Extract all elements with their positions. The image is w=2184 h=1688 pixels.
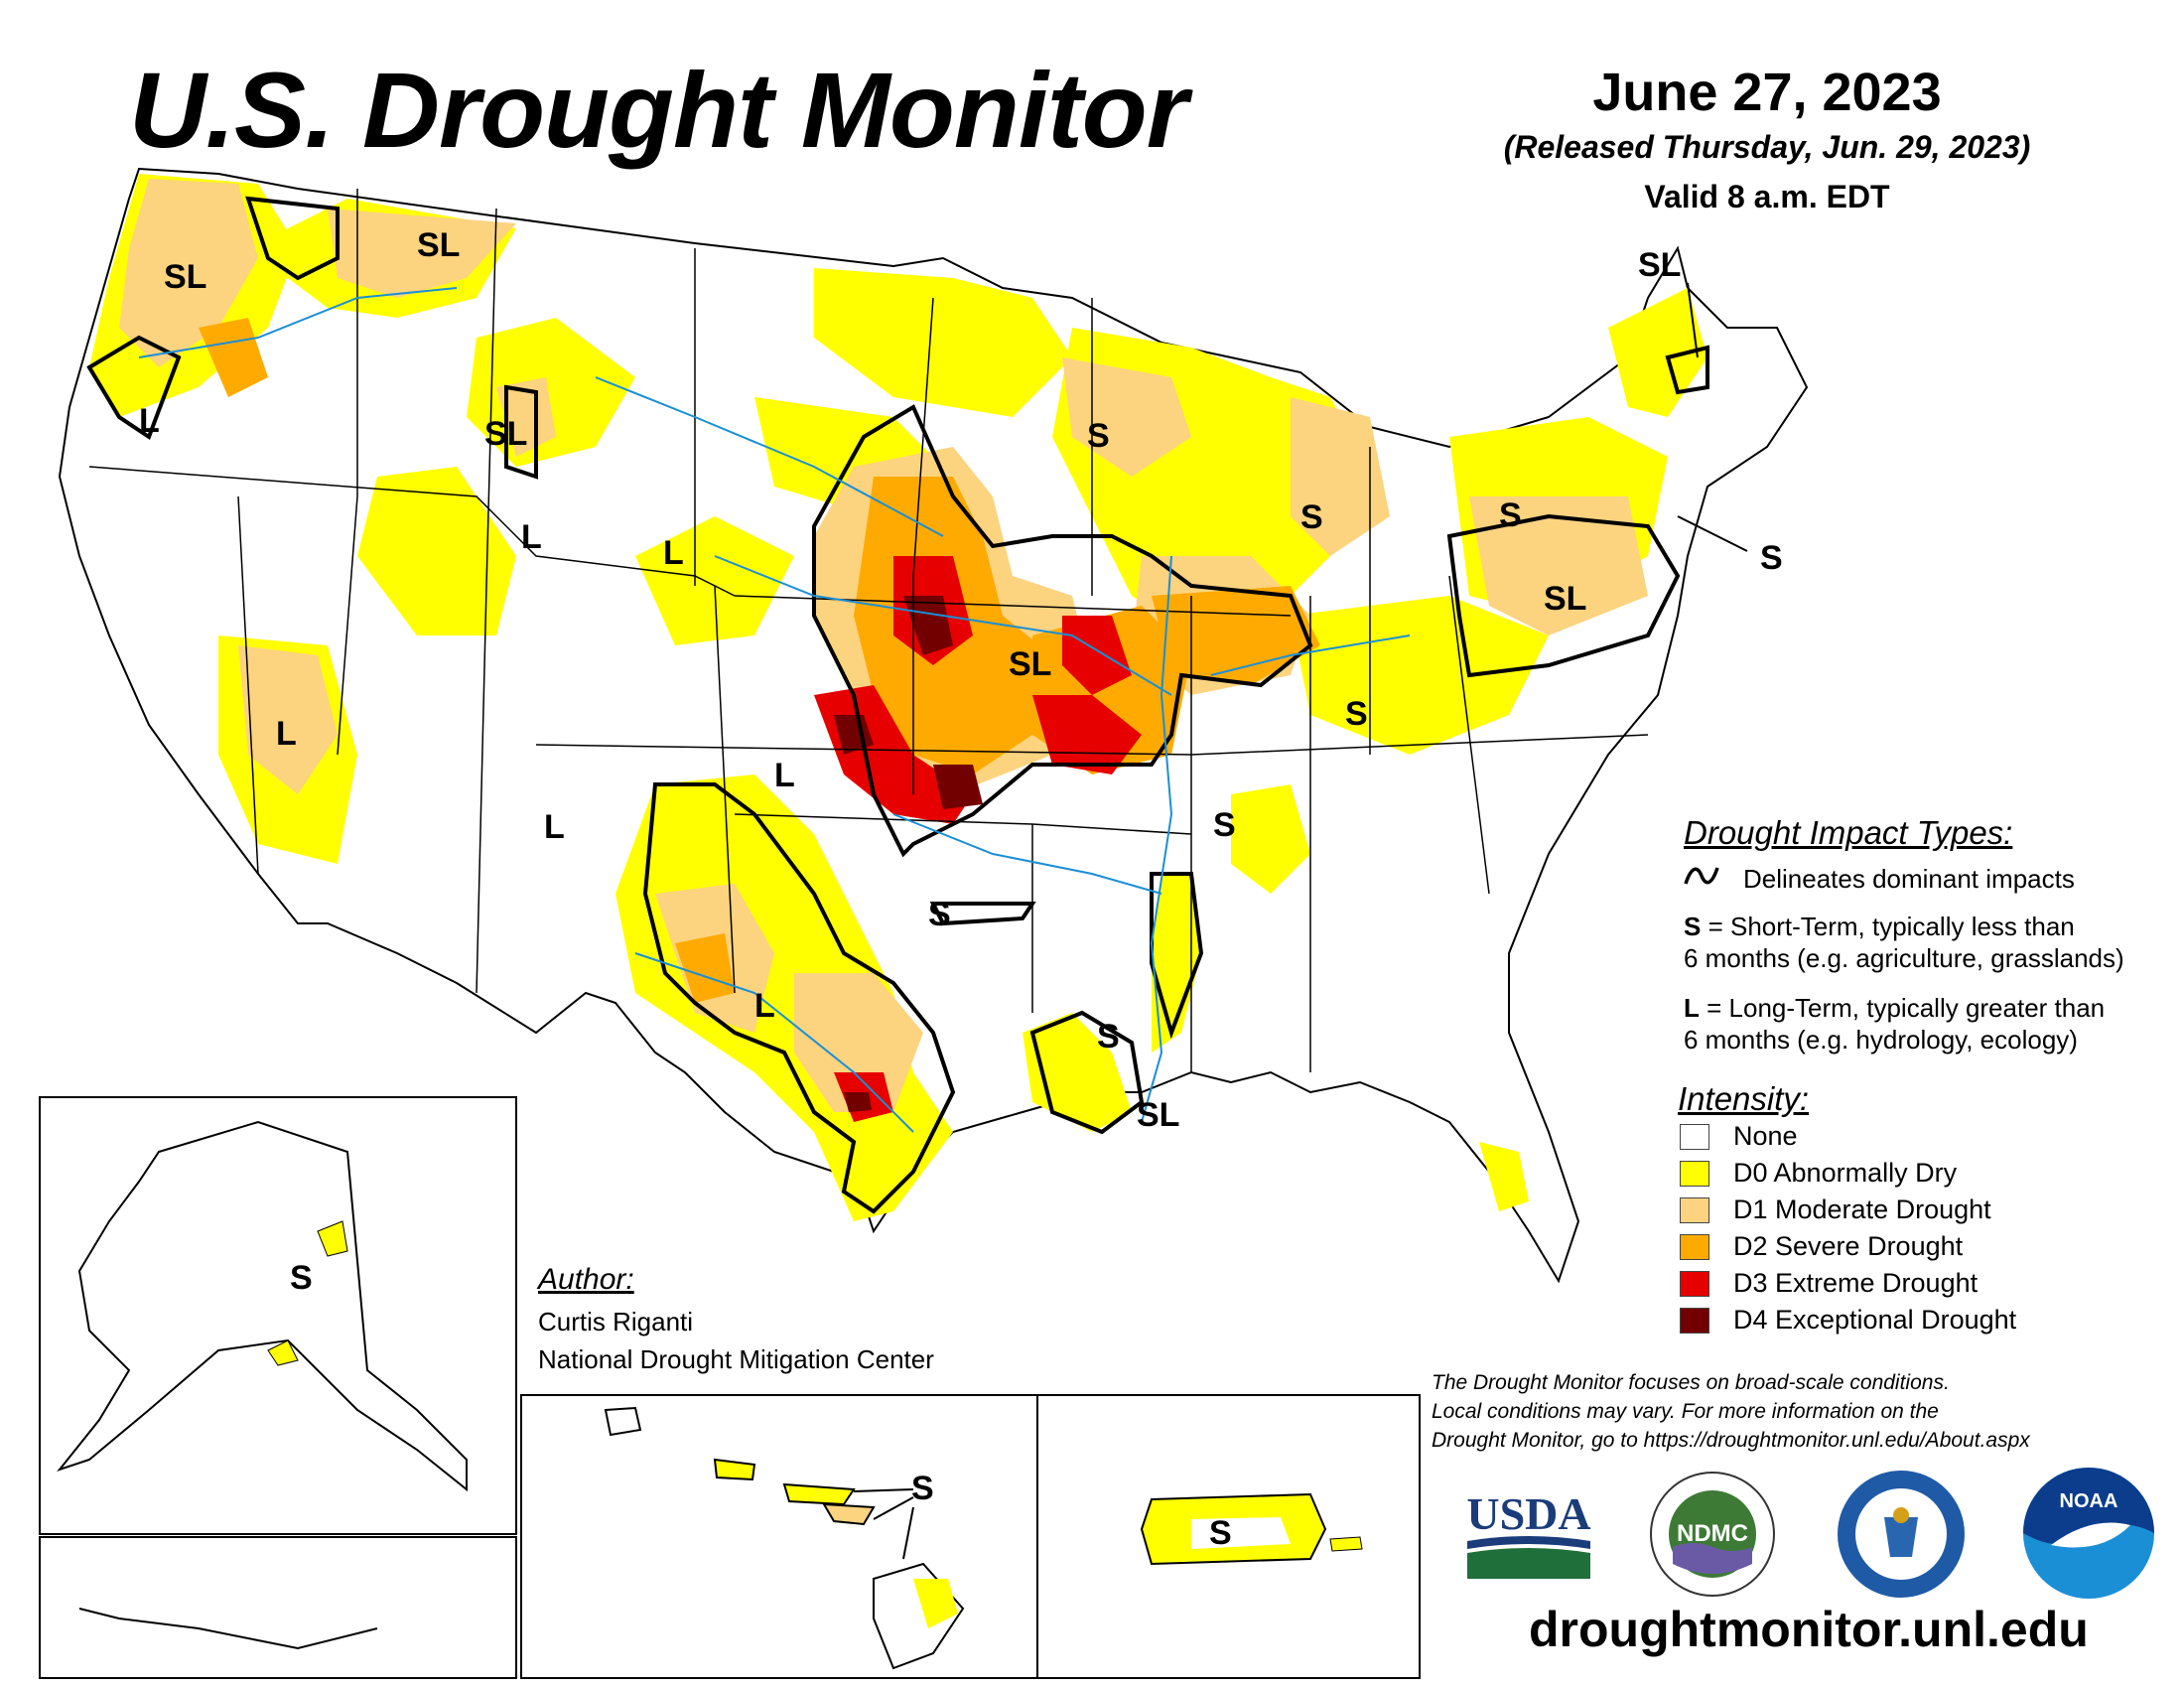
label-wy-l1: L xyxy=(521,518,542,556)
legend-short-term: S = Short-Term, typically less than xyxy=(1684,912,2075,942)
disclaimer: The Drought Monitor focuses on broad-sca… xyxy=(1432,1368,2184,1455)
author-name: Curtis Riganti xyxy=(538,1307,694,1336)
noaa-logo-text: NOAA xyxy=(2060,1490,2118,1512)
legend-label-0: None xyxy=(1733,1121,1798,1151)
usda-logo-text: USDA xyxy=(1466,1488,1590,1539)
legend-label-4: D3 Extreme Drought xyxy=(1733,1268,1979,1298)
legend-label-2: D1 Moderate Drought xyxy=(1733,1195,1991,1224)
page-title: U.S. Drought Monitor xyxy=(129,50,1188,170)
author-org: National Drought Mitigation Center xyxy=(538,1344,934,1374)
legend-s-key: S xyxy=(1684,912,1702,941)
rivers xyxy=(138,287,1411,1133)
legend-swatch-5 xyxy=(1680,1308,1709,1334)
valid-time: Valid 8 a.m. EDT xyxy=(1644,179,1890,214)
label-ok-s: S xyxy=(928,896,951,933)
legend-label-1: D0 Abnormally Dry xyxy=(1733,1158,1958,1188)
legend-swatch-0 xyxy=(1680,1124,1709,1150)
legend-intensity-title: Intensity: xyxy=(1678,1080,1810,1117)
label-or-l: L xyxy=(139,402,160,440)
label-ny-s: S xyxy=(1499,496,1522,534)
hawaii-inset xyxy=(520,1394,1038,1679)
legend-short-term-2: 6 months (e.g. agriculture, grasslands) xyxy=(1684,943,2124,973)
legend-long-term-2: 6 months (e.g. hydrology, ecology) xyxy=(1684,1025,2078,1055)
label-in-s: S xyxy=(1345,695,1368,733)
alaska-outline xyxy=(57,1120,468,1492)
legend-long-term: L = Long-Term, typically greater than xyxy=(1684,993,2105,1024)
legend-impact-title: Drought Impact Types: xyxy=(1684,814,2013,851)
state-borders xyxy=(88,189,1649,1072)
department-of-commerce-seal xyxy=(1838,1471,1965,1598)
author-heading: Author: xyxy=(538,1263,634,1296)
label-tx-l: L xyxy=(754,987,775,1025)
legend-l-text: = Long-Term, typically greater than xyxy=(1699,993,2106,1023)
label-maine-sl: SL xyxy=(1638,246,1681,284)
ndmc-logo: NDMC xyxy=(1650,1472,1775,1597)
label-mt-sl: SL xyxy=(417,226,460,264)
label-ks-l: L xyxy=(774,757,795,794)
label-ar-s: S xyxy=(1213,806,1236,844)
label-mi-s: S xyxy=(1300,498,1323,536)
legend-swatch-3 xyxy=(1680,1234,1709,1260)
legend-swatch-2 xyxy=(1680,1197,1709,1223)
map-date: June 27, 2023 xyxy=(1592,63,1942,122)
label-la-sl: SL xyxy=(1137,1096,1179,1134)
label-wy-l2: L xyxy=(663,534,684,572)
legend-label-3: D2 Severe Drought xyxy=(1733,1231,1964,1261)
legend-label-5: D4 Exceptional Drought xyxy=(1733,1305,2017,1335)
label-ak-s: S xyxy=(290,1259,313,1297)
disclaimer-line-3: Drought Monitor, go to https://droughtmo… xyxy=(1432,1429,2030,1452)
ndmc-logo-text: NDMC xyxy=(1677,1520,1748,1547)
label-ne-coast-s: S xyxy=(1760,539,1783,577)
site-url[interactable]: droughtmonitor.unl.edu xyxy=(1529,1602,2089,1657)
legend-l-key: L xyxy=(1684,993,1700,1023)
legend-swatch-1 xyxy=(1680,1161,1709,1187)
label-pr-s: S xyxy=(1209,1514,1232,1552)
disclaimer-line-1: The Drought Monitor focuses on broad-sca… xyxy=(1432,1371,1950,1394)
disclaimer-line-2: Local conditions may vary. For more info… xyxy=(1432,1400,1939,1423)
label-wa-sl: SL xyxy=(164,258,206,296)
legend-swatch-4 xyxy=(1680,1271,1709,1297)
release-date: (Released Thursday, Jun. 29, 2023) xyxy=(1503,129,2031,165)
legend-delineates: Delineates dominant impacts xyxy=(1743,864,2075,894)
delineation-line-icon xyxy=(1684,867,1719,885)
label-hi-s: S xyxy=(911,1470,934,1507)
label-nv-l: L xyxy=(276,715,297,753)
noaa-logo: NOAA xyxy=(2023,1468,2154,1599)
usda-logo: USDA xyxy=(1466,1488,1591,1579)
label-pa-sl: SL xyxy=(1544,580,1586,618)
label-ia-sl: SL xyxy=(1009,645,1051,683)
label-id-sl: SL xyxy=(484,415,527,453)
label-nm-l: L xyxy=(544,808,565,846)
label-la-s: S xyxy=(1097,1018,1120,1055)
legend-s-text: = Short-Term, typically less than xyxy=(1701,912,2075,941)
label-mn-s: S xyxy=(1087,417,1110,455)
